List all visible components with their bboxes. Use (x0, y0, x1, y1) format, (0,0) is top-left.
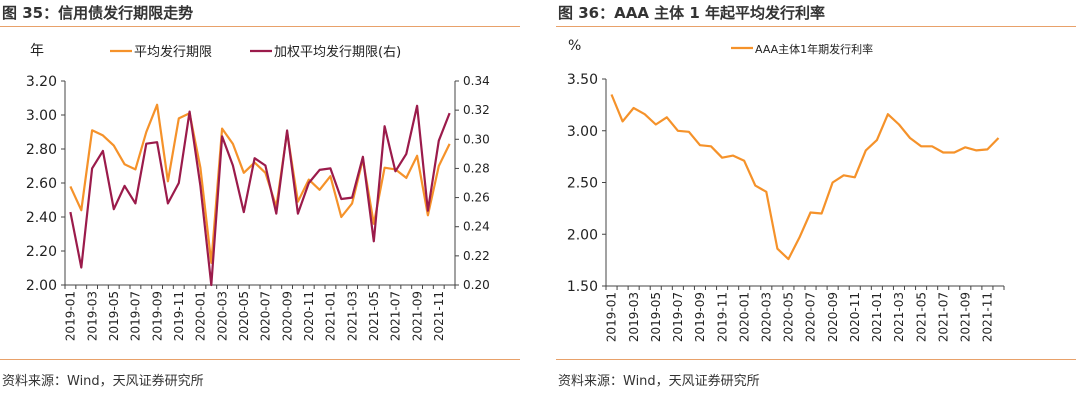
figure-36-chart: % 1.50 2.00 2.50 3.00 3.50 2019-01 2019-03 2019-… (567, 38, 1005, 342)
x-tick-label: 2021-05 (914, 292, 928, 342)
divider-bottom (556, 359, 1076, 360)
legend-label: 平均发行期限 (134, 44, 212, 60)
y2-tick-label: 0.34 (463, 74, 490, 88)
y-tick-label: 2.60 (26, 176, 57, 192)
x-tick-label: 2021-07 (389, 291, 403, 341)
y-tick-label: 3.00 (567, 124, 598, 140)
x-tick-label: 2020-07 (259, 291, 273, 341)
x-tick-label: 2020-09 (826, 292, 840, 342)
x-tick-label: 2019-09 (150, 291, 164, 341)
x-tick-label: 2020-09 (280, 291, 294, 341)
figure-35-chart: 年 2.00 2.20 2.40 2.60 2.80 3.00 3.20 0.20 0.22 0.2… (26, 43, 490, 341)
y-tick-label: 2.00 (26, 278, 57, 294)
y2-tick-label: 0.30 (463, 132, 490, 146)
x-tick-label: 2020-01 (737, 292, 751, 342)
figure-title: 图 35：信用债发行期限走势 (2, 4, 194, 22)
x-tick-label: 2020-05 (782, 292, 796, 342)
divider-bottom (0, 359, 520, 360)
x-tick-label: 2021-05 (367, 291, 381, 341)
series-1-line (610, 94, 1000, 261)
figure-35-panel: 图 35：信用债发行期限走势 年 2.00 2.20 2.40 2.60 2.80 3.00… (0, 0, 520, 401)
figure-36-panel: 图 36：AAA 主体 1 年起平均发行利率 % 1.50 2.00 2.50 3.00… (556, 0, 1076, 401)
y-tick-label: 3.00 (26, 108, 57, 124)
x-tick-label: 2021-07 (936, 292, 950, 342)
x-tick-label: 2019-07 (671, 292, 685, 342)
source-note: 资料来源：Wind，天风证券研究所 (558, 374, 760, 389)
x-tick-label: 2019-05 (107, 291, 121, 341)
x-tick-label: 2019-03 (85, 291, 99, 341)
x-tick-label: 2020-11 (848, 292, 862, 342)
divider-top (556, 26, 1076, 27)
x-tick-label: 2020-03 (215, 291, 229, 341)
x-tick-label: 2021-01 (870, 292, 884, 342)
figure-title: 图 36：AAA 主体 1 年起平均发行利率 (558, 4, 826, 22)
y-tick-label: 2.20 (26, 244, 57, 260)
x-tick-label: 2019-11 (715, 292, 729, 342)
x-tick-label: 2021-11 (432, 291, 446, 341)
x-tick-label: 2021-03 (345, 291, 359, 341)
x-tick-label: 2020-07 (804, 292, 818, 342)
y-tick-label: 2.80 (26, 142, 57, 158)
y-axis-unit: % (568, 38, 581, 54)
y-tick-label: 3.20 (26, 74, 57, 90)
x-tick-label: 2019-03 (627, 292, 641, 342)
y2-tick-label: 0.24 (463, 220, 490, 234)
y2-tick-label: 0.26 (463, 191, 490, 205)
y2-tick-label: 0.20 (463, 278, 490, 292)
y-tick-label: 2.50 (567, 176, 598, 192)
source-note: 资料来源：Wind，天风证券研究所 (2, 374, 204, 389)
x-tick-label: 2019-07 (129, 291, 143, 341)
y2-tick-label: 0.28 (463, 161, 490, 175)
legend-label: 加权平均发行期限(右) (274, 44, 401, 60)
x-tick-label: 2021-09 (410, 291, 424, 341)
x-tick-label: 2020-03 (760, 292, 774, 342)
legend-label: AAA主体1年期发行利率 (755, 42, 873, 56)
y-tick-label: 1.50 (567, 279, 598, 295)
x-tick-label: 2019-01 (605, 292, 619, 342)
x-tick-label: 2021-09 (959, 292, 973, 342)
x-tick-label: 2021-01 (324, 291, 338, 341)
x-tick-label: 2020-01 (194, 291, 208, 341)
series-1-line (69, 103, 451, 264)
y-tick-label: 2.00 (567, 227, 598, 243)
y-tick-label: 2.40 (26, 210, 57, 226)
x-tick-label: 2021-11 (981, 292, 995, 342)
x-tick-label: 2019-05 (649, 292, 663, 342)
x-tick-label: 2019-11 (172, 291, 186, 341)
y-axis-unit: 年 (30, 43, 44, 59)
divider-top (0, 26, 520, 27)
series-2-line (69, 104, 451, 287)
y-tick-label: 3.50 (567, 72, 598, 88)
x-tick-label: 2020-11 (302, 291, 316, 341)
x-tick-label: 2021-03 (892, 292, 906, 342)
x-tick-label: 2020-05 (237, 291, 251, 341)
x-tick-label: 2019-01 (64, 291, 78, 341)
y2-tick-label: 0.32 (463, 103, 490, 117)
x-tick-label: 2019-09 (693, 292, 707, 342)
y2-tick-label: 0.22 (463, 249, 490, 263)
